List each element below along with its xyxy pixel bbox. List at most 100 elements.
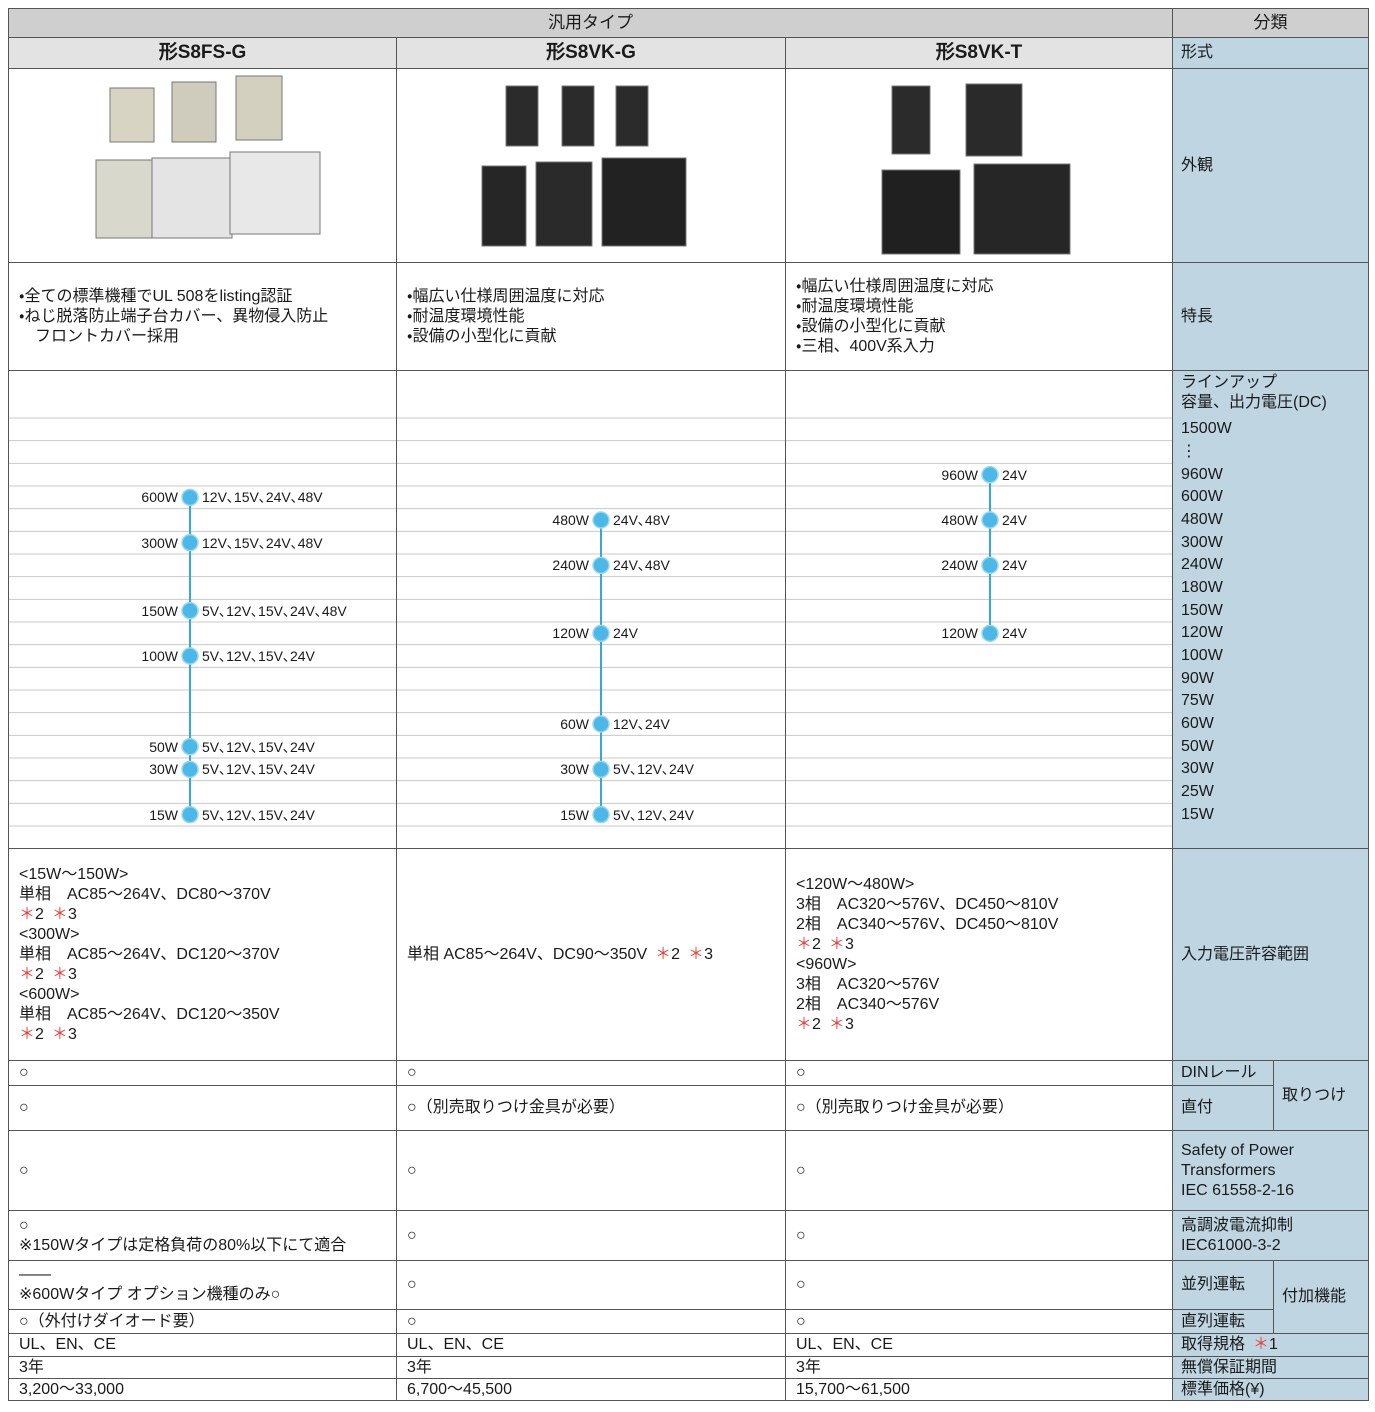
data-cell: ・幅広い仕様周囲温度に対応 ・耐温度環境性能 ・設備の小型化に貢献	[396, 262, 786, 371]
text: 取得規格	[1181, 1336, 1246, 1353]
watt: 120W	[941, 625, 978, 642]
text-line: ○	[796, 1064, 806, 1081]
text-line: ・三相、400V系入力	[796, 337, 935, 355]
text-line: 単相 AC85～264V、DC90～350V ＊2 ＊3	[407, 945, 775, 965]
lineup-dot	[981, 465, 999, 484]
row-label: Safety of Power Transformers IEC 61558-2-1…	[1172, 1130, 1369, 1211]
note-mark: ＊	[655, 945, 672, 963]
text-line: ○	[796, 1312, 806, 1330]
text-line: ＊2 ＊3	[19, 965, 386, 985]
note-number: 3	[67, 965, 77, 983]
lineup-row-label: 30W	[1181, 760, 1214, 778]
text-line: ○（別売取りつけ金具が必要）	[407, 1099, 625, 1116]
watt: 600W	[141, 489, 178, 506]
product-photo	[965, 83, 1023, 157]
text-line: ○	[19, 1161, 29, 1179]
text: 2相 AC340～576V	[796, 995, 940, 1013]
lineup-dot	[181, 760, 199, 779]
text-line: Transformers	[1181, 1161, 1276, 1179]
text: 単相 AC85～264V、DC120～350V	[19, 1005, 280, 1023]
text-line: ○	[19, 1216, 29, 1234]
text-line: <15W～150W>	[19, 865, 386, 885]
note-number: 1	[1269, 1336, 1278, 1353]
lineup-row-label: 150W	[1181, 601, 1223, 619]
lineup-dot	[181, 805, 199, 824]
text: <120W～480W>	[796, 875, 915, 893]
text-line: <960W>	[796, 955, 1162, 975]
lineup-row-label: 60W	[1181, 715, 1214, 732]
model-name: 形S8VK-T	[785, 37, 1173, 69]
model-name: 形S8FS-G	[8, 37, 397, 69]
lineup-dot	[592, 760, 610, 779]
text-line: 3年	[796, 1358, 821, 1376]
row-label: 直列運転	[1172, 1309, 1274, 1334]
note-number: 3	[704, 945, 713, 963]
text-line: 3年	[407, 1358, 432, 1376]
lineup-row-label: 120W	[1181, 624, 1223, 642]
text-line: 3相 AC320～576V、DC450～810V	[796, 895, 1162, 915]
lineup-dot	[592, 624, 610, 643]
text-line: ・耐温度環境性能	[796, 297, 914, 315]
voltages: 5V､12V､15V､24V	[202, 648, 315, 664]
text: <960W>	[796, 955, 857, 973]
voltages: 24V	[613, 625, 638, 642]
text-line: 15,700～61,500	[796, 1380, 910, 1398]
text-line: 3年	[19, 1358, 44, 1376]
watt: 30W	[149, 761, 178, 778]
watt: 120W	[552, 625, 589, 642]
voltages: 24V	[1002, 466, 1027, 483]
note-mark: ＊	[19, 1025, 36, 1043]
text-line: 標準価格(¥)	[1181, 1380, 1265, 1398]
text: 単相 AC85～264V、DC80～370V	[19, 885, 271, 903]
watt: 15W	[560, 806, 589, 823]
voltages: 5V､12V､15V､24V､48V	[202, 602, 347, 619]
lineup-dot	[592, 511, 610, 529]
text-line: ○	[796, 1276, 806, 1293]
text-line: IEC 61558-2-16	[1181, 1181, 1294, 1199]
text-line: ※600Wタイプ オプション機種のみ○	[19, 1286, 281, 1303]
row-label: 取得規格 ＊1	[1172, 1333, 1369, 1357]
watt: 960W	[941, 466, 978, 483]
watt: 50W	[149, 738, 178, 755]
product-photo	[505, 85, 539, 147]
text-line: <120W～480W>	[796, 875, 1162, 895]
lineup-dot	[181, 488, 199, 507]
text-line: ・設備の小型化に貢献	[796, 317, 946, 335]
product-photo	[535, 161, 593, 247]
text-line: ○（別売取りつけ金具が必要）	[796, 1099, 1014, 1116]
text-line: 6,700～45,500	[407, 1380, 512, 1398]
note-mark: ＊	[19, 965, 36, 983]
text-line: ＊2 ＊3	[19, 1025, 386, 1045]
product-photo	[891, 85, 931, 155]
text-line: ＊2 ＊3	[796, 1015, 1162, 1035]
lineup-dot	[981, 511, 999, 529]
note-mark: ＊	[796, 1015, 813, 1033]
text-line: 2相 AC340～576V、DC450～810V	[796, 915, 1162, 935]
product-photo	[481, 165, 527, 247]
text-line: ○	[407, 1312, 417, 1330]
group-label: 取りつけ	[1273, 1060, 1369, 1131]
voltages: 5V､12V､15V､24V	[202, 806, 315, 823]
watt: 240W	[552, 557, 589, 574]
text-line: IEC61000-3-2	[1181, 1236, 1281, 1254]
watt: 100W	[141, 648, 178, 664]
text-line: ※150Wタイプは定格負荷の80%以下にて適合	[19, 1236, 347, 1254]
text-line: ○（外付けダイオード要）	[19, 1312, 205, 1330]
text: <600W>	[19, 985, 80, 1003]
text-line: ・耐温度環境性能	[407, 307, 525, 325]
text-line: ・全ての標準機種でUL 508をlisting認証	[19, 287, 293, 305]
text-line: UL、EN、CE	[796, 1336, 893, 1353]
text-line: ○	[796, 1161, 806, 1179]
lineup-dot	[592, 805, 610, 824]
product-photo	[615, 85, 649, 147]
group-label: 付加機能	[1273, 1260, 1369, 1334]
text: <15W～150W>	[19, 865, 129, 883]
text-line: <300W>	[19, 925, 386, 945]
voltages: 5V､12V､24V	[613, 761, 694, 778]
note-number: 2	[35, 1025, 44, 1043]
lineup-row-label: 960W	[1181, 465, 1223, 483]
text-line: ・設備の小型化に貢献	[407, 327, 557, 345]
text-line: 取得規格 ＊1	[1181, 1335, 1360, 1355]
product-photo	[881, 169, 961, 255]
voltages: 5V､12V､15V､24V	[202, 761, 315, 778]
